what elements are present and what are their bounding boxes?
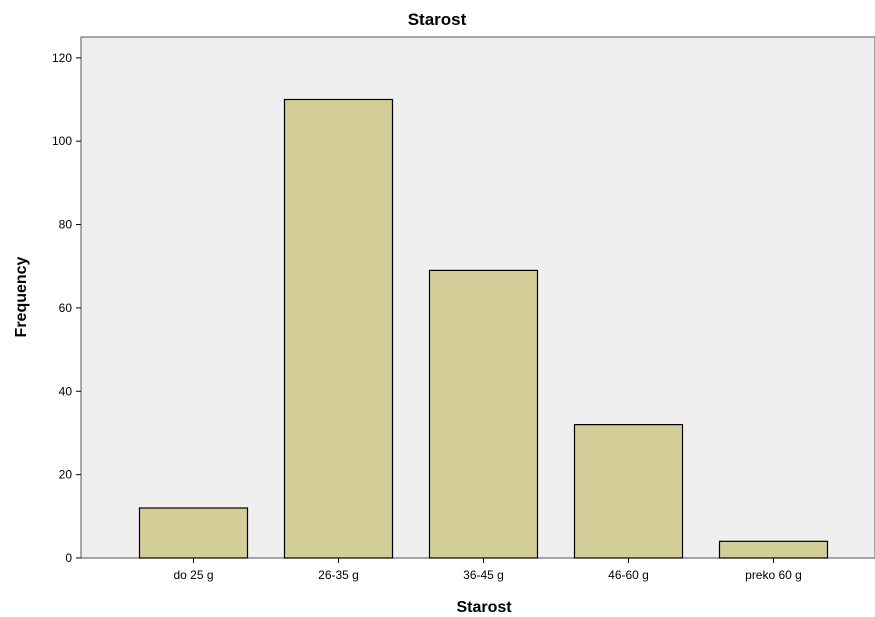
- y-tick-label: 60: [59, 301, 73, 315]
- x-tick-label: 26-35 g: [318, 568, 359, 582]
- y-tick-label: 80: [59, 218, 73, 232]
- y-tick-label: 0: [65, 551, 72, 565]
- bar-do-25-g: [138, 507, 249, 559]
- x-tick-label: 36-45 g: [463, 568, 504, 582]
- y-tick-label: 120: [52, 51, 72, 65]
- x-axis-label: Starost: [456, 599, 512, 616]
- bar-26-35-g: [283, 98, 394, 559]
- x-tick-label: preko 60 g: [745, 568, 802, 582]
- y-tick-label: 20: [59, 468, 73, 482]
- x-tick-label: do 25 g: [173, 568, 213, 582]
- y-axis: 0 20 40 60 80 100 120: [52, 51, 81, 565]
- x-axis: do 25 g 26-35 g 36-45 g 46-60 g preko 60 g: [173, 558, 802, 582]
- bar-36-45-g: [428, 269, 539, 559]
- chart-title: Starost: [408, 10, 467, 29]
- y-tick-label: 100: [52, 134, 72, 148]
- x-tick-label: 46-60 g: [608, 568, 649, 582]
- y-tick-label: 40: [59, 384, 73, 398]
- y-axis-label: Frequency: [13, 256, 30, 337]
- bar-46-60-g: [573, 424, 684, 559]
- bar-preko-60-g: [718, 540, 829, 559]
